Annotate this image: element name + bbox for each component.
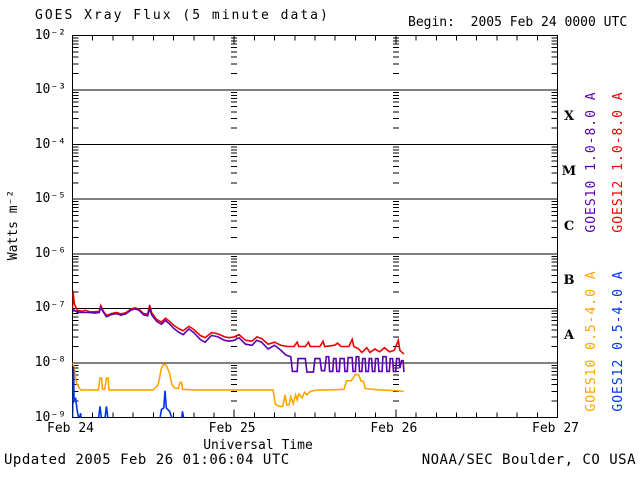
legend-item: GOES12 0.5-4.0 A — [611, 270, 626, 412]
y-tick-label: 10⁻⁷ — [34, 300, 66, 316]
plot-frame — [72, 35, 558, 418]
updated-timestamp: Updated 2005 Feb 26 01:06:04 UTC — [4, 452, 290, 468]
y-tick-label: 10⁻⁸ — [34, 354, 66, 370]
flux-class-label: C — [563, 218, 575, 234]
flux-class-label: A — [563, 327, 575, 343]
x-tick-label: Feb 24 — [47, 421, 94, 436]
trace-goes12-0-5-4-0-a — [72, 366, 185, 418]
legend-item: GOES12 1.0-8.0 A — [611, 91, 626, 233]
y-tick-label: 10⁻² — [34, 27, 66, 43]
y-tick-label: 10⁻⁶ — [34, 245, 66, 261]
x-tick-label: Feb 25 — [208, 421, 256, 436]
x-tick-label: Feb 26 — [370, 421, 418, 436]
y-tick-label: 10⁻⁹ — [34, 409, 66, 425]
y-tick-label: 10⁻⁵ — [34, 191, 66, 207]
source-credit: NOAA/SEC Boulder, CO USA — [421, 452, 636, 468]
flux-class-label: X — [563, 109, 575, 125]
flux-class-label: B — [563, 273, 575, 289]
flux-class-label: M — [561, 163, 577, 179]
y-tick-label: 10⁻³ — [34, 82, 66, 98]
trace-goes10-1-0-8-0-a — [72, 305, 405, 373]
trace-goes10-0-5-4-0-a — [72, 362, 404, 408]
x-tick-label: Feb 27 — [532, 421, 579, 436]
y-tick-label: 10⁻⁴ — [34, 136, 66, 152]
trace-goes12-1-0-8-0-a — [72, 290, 405, 355]
legend-item: GOES10 1.0-8.0 A — [584, 91, 599, 233]
chart-title: GOES Xray Flux (5 minute data) — [35, 8, 330, 23]
begin-timestamp: Begin: 2005 Feb 24 0000 UTC — [408, 15, 628, 30]
legend-item: GOES10 0.5-4.0 A — [584, 270, 599, 412]
x-axis-title: Universal Time — [203, 438, 313, 453]
